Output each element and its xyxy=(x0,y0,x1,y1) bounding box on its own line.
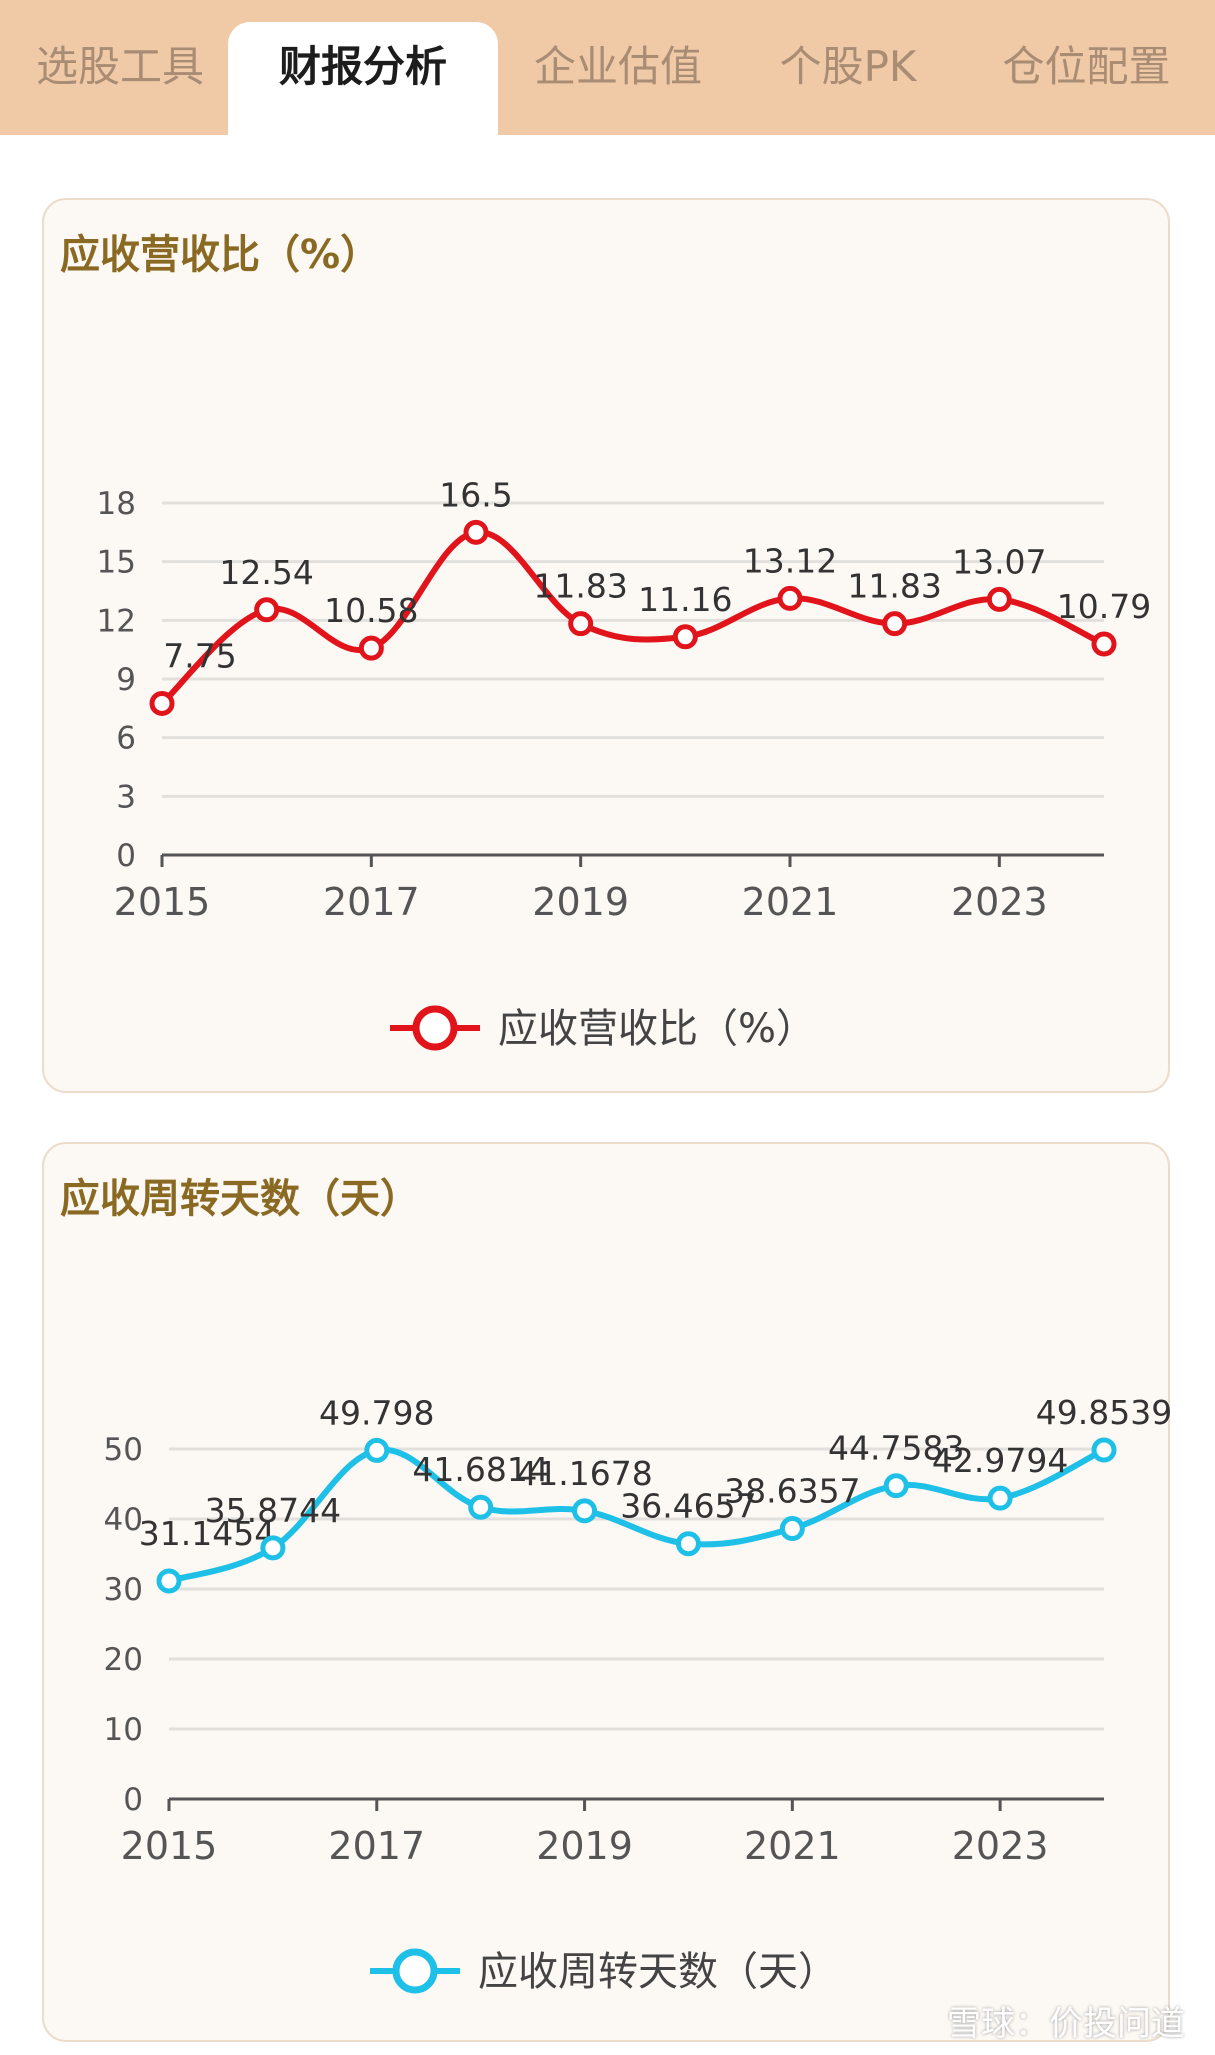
y-tick-label: 30 xyxy=(104,1572,143,1608)
x-tick-label: 2023 xyxy=(952,1824,1049,1868)
data-point xyxy=(568,611,594,637)
data-label: 11.83 xyxy=(847,567,941,606)
x-tick-label: 2017 xyxy=(328,1824,425,1868)
y-tick-label: 9 xyxy=(116,662,136,698)
y-tick-label: 12 xyxy=(97,603,136,639)
y-tick-label: 3 xyxy=(116,779,136,815)
data-point xyxy=(987,1485,1013,1511)
x-tick-label: 2023 xyxy=(951,880,1048,924)
x-tick-label: 2019 xyxy=(532,880,629,924)
y-tick-label: 18 xyxy=(97,486,136,522)
data-point xyxy=(1091,1437,1117,1463)
data-point xyxy=(986,586,1012,612)
data-point xyxy=(675,1531,701,1557)
tab-position-allocation[interactable]: 仓位配置 xyxy=(1002,42,1171,91)
chart-card-receivable-ratio: 应收营收比（%） 0 3 6 9 12 15 18 2015 2017 2019 2021 2023 7… xyxy=(42,198,1170,1093)
data-point xyxy=(358,635,384,661)
data-label: 11.16 xyxy=(638,580,732,619)
data-label: 13.12 xyxy=(743,541,837,580)
data-point xyxy=(1091,631,1117,657)
data-label: 13.07 xyxy=(952,542,1046,581)
data-point xyxy=(883,1473,909,1499)
data-label: 38.6357 xyxy=(724,1472,860,1511)
y-tick-label: 40 xyxy=(104,1502,143,1538)
legend-marker xyxy=(392,1948,438,1994)
data-label: 35.8744 xyxy=(205,1491,341,1530)
data-label: 10.79 xyxy=(1057,587,1151,626)
data-point xyxy=(882,611,908,637)
tab-financial-analysis[interactable]: 财报分析 xyxy=(228,22,498,135)
y-tick-label: 0 xyxy=(123,1782,143,1818)
data-point xyxy=(463,519,489,545)
data-label: 7.75 xyxy=(163,636,236,675)
chart-title: 应收营收比（%） xyxy=(60,232,381,278)
data-label: 41.6814 xyxy=(412,1450,548,1489)
data-label: 41.1678 xyxy=(516,1454,652,1493)
receivable-ratio-chart: 0 3 6 9 12 15 18 2015 2017 2019 2021 2023 7.75 12.54 1… xyxy=(97,475,1152,1052)
data-point xyxy=(149,690,175,716)
y-tick-label: 50 xyxy=(104,1432,143,1468)
x-tick-label: 2015 xyxy=(121,1824,218,1868)
tab-valuation[interactable]: 企业估值 xyxy=(533,42,702,91)
chart-title: 应收周转天数（天） xyxy=(60,1176,420,1222)
y-tick-label: 6 xyxy=(116,721,136,757)
legend-label: 应收营收比（%） xyxy=(498,1006,816,1052)
chart-card-receivable-days: 应收周转天数（天） 0 10 20 30 40 50 2015 2017 2019 2021 202… xyxy=(42,1142,1172,2042)
data-point xyxy=(468,1494,494,1520)
legend-label: 应收周转天数（天） xyxy=(478,1949,838,1995)
y-tick-label: 0 xyxy=(116,838,136,874)
data-label: 16.5 xyxy=(439,475,512,514)
receivable-days-chart: 0 10 20 30 40 50 2015 2017 2019 2021 2023 31.145435… xyxy=(104,1393,1172,1995)
series-line xyxy=(168,1446,1106,1584)
data-label: 31.1454 xyxy=(139,1514,275,1553)
y-tick-label: 20 xyxy=(104,1642,143,1678)
data-point xyxy=(156,1568,182,1594)
x-tick-label: 2015 xyxy=(114,880,211,924)
data-label: 42.9794 xyxy=(932,1441,1068,1480)
x-tick-label: 2021 xyxy=(742,880,839,924)
x-tick-label: 2021 xyxy=(744,1824,841,1868)
data-label: 49.8539 xyxy=(1036,1393,1172,1432)
data-point xyxy=(672,624,698,650)
data-label: 36.4657 xyxy=(620,1487,756,1526)
data-point xyxy=(572,1498,598,1524)
data-label: 49.798 xyxy=(319,1393,434,1432)
data-label: 12.54 xyxy=(219,553,313,592)
data-point xyxy=(254,597,280,623)
y-tick-label: 10 xyxy=(104,1712,143,1748)
data-label: 44.7583 xyxy=(828,1429,964,1468)
tab-stock-screener[interactable]: 选股工具 xyxy=(35,42,204,91)
data-label: 10.58 xyxy=(324,591,418,630)
y-tick-label: 15 xyxy=(97,545,136,581)
watermark: 雪球：价投问道 xyxy=(947,2004,1185,2044)
tab-stock-pk[interactable]: 个股PK xyxy=(779,42,917,91)
legend-marker xyxy=(412,1005,458,1051)
data-point xyxy=(777,585,803,611)
data-point xyxy=(260,1535,286,1561)
data-point xyxy=(364,1437,390,1463)
x-tick-label: 2019 xyxy=(536,1824,633,1868)
tab-bar: 选股工具 财报分析 企业估值 个股PK 仓位配置 xyxy=(0,0,1215,135)
data-point xyxy=(779,1516,805,1542)
data-label: 11.83 xyxy=(533,567,627,606)
x-tick-label: 2017 xyxy=(323,880,420,924)
